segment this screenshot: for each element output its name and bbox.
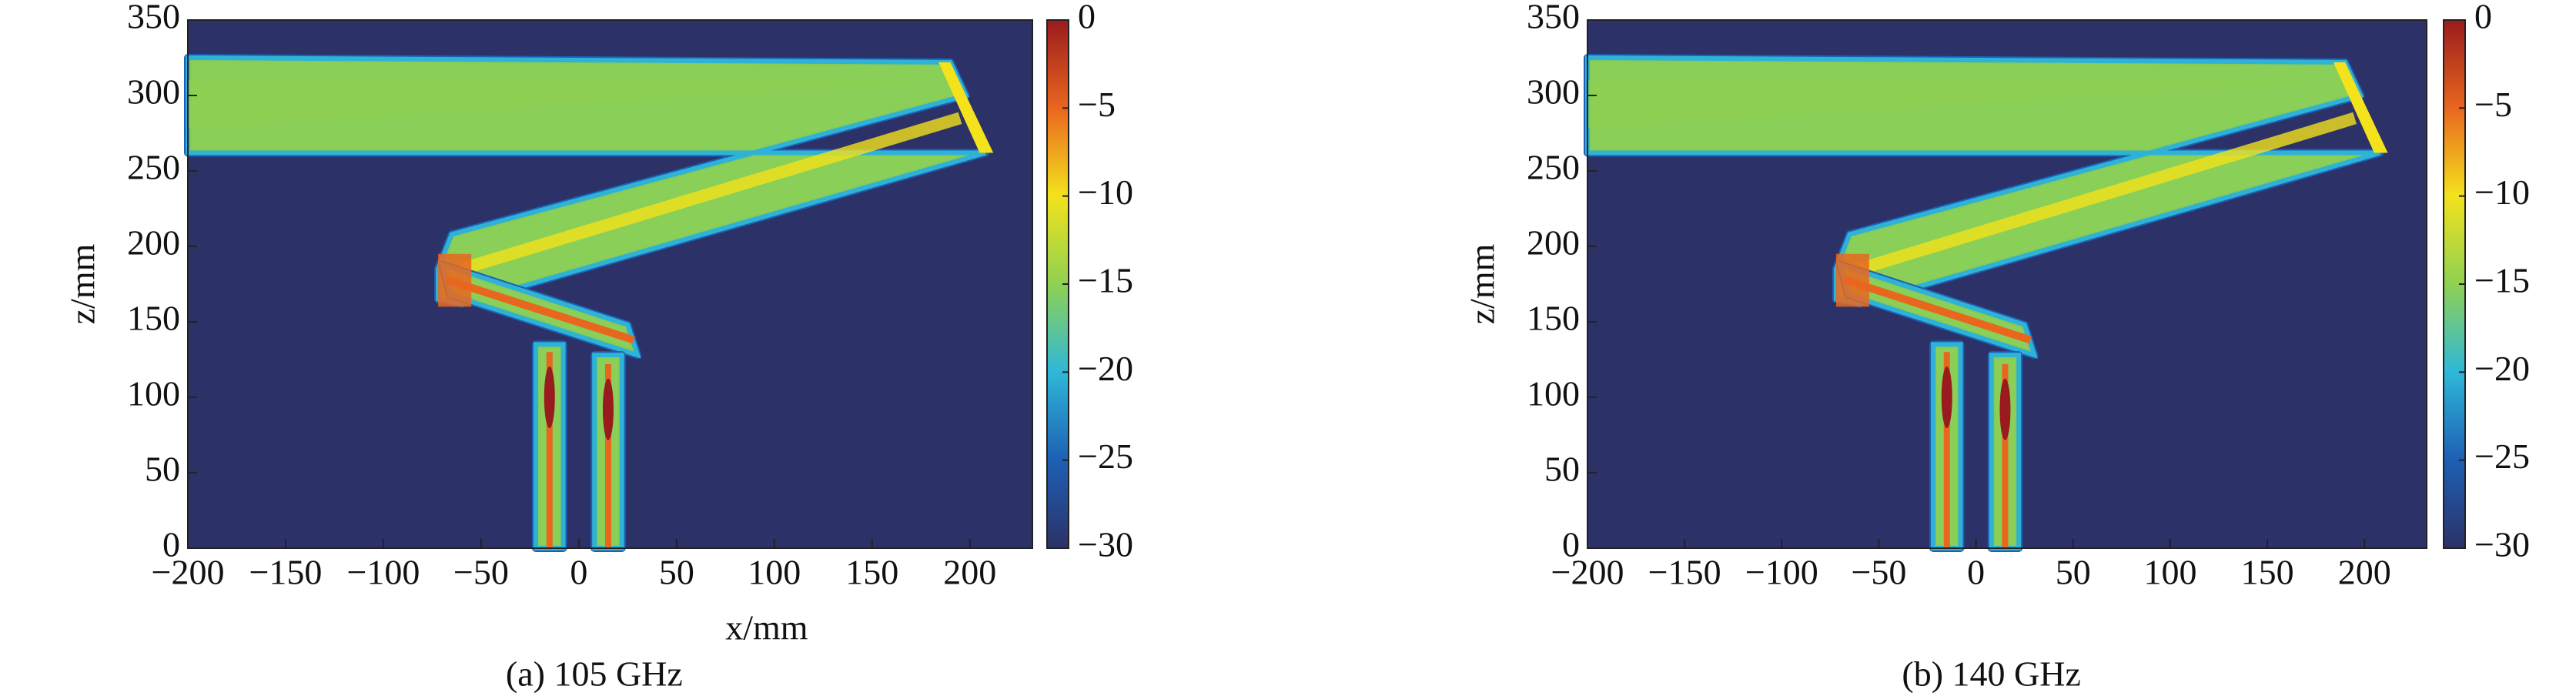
colorbar-tick-label: −25 xyxy=(1078,437,1133,476)
y-tick-label: 250 xyxy=(127,148,180,187)
colorbar-tick-label: −5 xyxy=(1078,85,1116,124)
y-tick-label: 300 xyxy=(127,72,180,112)
y-tick-label: 100 xyxy=(1527,374,1580,413)
x-tick-label: −100 xyxy=(346,553,420,592)
y-axis-label: z/mm xyxy=(1463,243,1502,324)
y-tick-label: 150 xyxy=(1527,299,1580,338)
x-tick-label: 200 xyxy=(943,553,996,592)
panel xyxy=(184,19,1033,552)
plot-frame xyxy=(187,19,1033,549)
beam-core xyxy=(1587,80,2346,129)
guide-peak xyxy=(1941,366,1952,428)
colorbar-tick-label: −15 xyxy=(1078,261,1133,300)
mirror xyxy=(938,62,994,153)
x-tick-label: −200 xyxy=(1551,553,1624,592)
x-tick-label: −50 xyxy=(453,553,509,592)
y-tick-label: 100 xyxy=(127,374,180,413)
colorbar-tick-label: −5 xyxy=(2474,85,2512,124)
x-tick-label: 50 xyxy=(659,553,694,592)
y-tick-label: 0 xyxy=(162,525,180,564)
x-tick-label: 150 xyxy=(845,553,898,592)
caption: (b) 140 GHz xyxy=(1902,654,2081,694)
colorbar-tick-label: −15 xyxy=(2474,261,2530,300)
colorbar-tick-label: −20 xyxy=(2474,349,2530,388)
colorbar-tick-label: 0 xyxy=(2474,0,2492,36)
y-tick-label: 300 xyxy=(1527,72,1580,112)
x-tick-label: −200 xyxy=(152,553,225,592)
x-tick-label: 50 xyxy=(2056,553,2091,592)
y-tick-label: 150 xyxy=(127,299,180,338)
colorbar-tick-label: −20 xyxy=(1078,349,1133,388)
y-tick-label: 200 xyxy=(127,223,180,263)
y-axis-label: z/mm xyxy=(63,243,102,324)
x-tick-label: −100 xyxy=(1745,553,1818,592)
y-tick-label: 200 xyxy=(1527,223,1580,263)
feed-hot xyxy=(444,276,635,344)
caption: (a) 105 GHz xyxy=(506,654,683,694)
colorbar-tick-label: −30 xyxy=(2474,525,2530,564)
x-tick-label: 0 xyxy=(1967,553,1985,592)
mirror xyxy=(2333,62,2388,153)
beam-core-line xyxy=(1857,112,2357,276)
y-tick-label: 350 xyxy=(127,0,180,36)
panel xyxy=(1584,19,2427,552)
x-tick-label: 100 xyxy=(748,553,801,592)
colorbar-tick-label: −10 xyxy=(2474,172,2530,212)
y-tick-label: 250 xyxy=(1527,148,1580,187)
colorbar-tick-label: 0 xyxy=(1078,0,1096,36)
focus-spot xyxy=(1835,253,1869,307)
colorbar-tick-label: −30 xyxy=(1078,525,1133,564)
beam-core-line xyxy=(460,112,962,276)
x-tick-label: −150 xyxy=(249,553,322,592)
focus-spot xyxy=(438,253,472,307)
beam-core xyxy=(188,80,951,129)
x-tick-label: 200 xyxy=(2338,553,2391,592)
y-tick-label: 350 xyxy=(1527,0,1580,36)
x-tick-label: −150 xyxy=(1648,553,1721,592)
x-tick-label: 0 xyxy=(570,553,587,592)
x-tick-label: −50 xyxy=(1851,553,1906,592)
y-tick-label: 0 xyxy=(1562,525,1580,564)
colorbar-tick-label: −10 xyxy=(1078,172,1133,212)
x-tick-label: 150 xyxy=(2241,553,2294,592)
feed-hot xyxy=(1842,276,2032,344)
guide-peak xyxy=(1999,378,2011,440)
guide-peak xyxy=(602,378,614,440)
plot-frame xyxy=(1587,19,2427,549)
guide-peak xyxy=(544,366,555,428)
colorbar-tick-label: −25 xyxy=(2474,437,2530,476)
y-tick-label: 50 xyxy=(1544,450,1580,489)
y-tick-label: 50 xyxy=(145,450,180,489)
x-tick-label: 100 xyxy=(2143,553,2196,592)
x-axis-label: x/mm xyxy=(725,608,808,647)
